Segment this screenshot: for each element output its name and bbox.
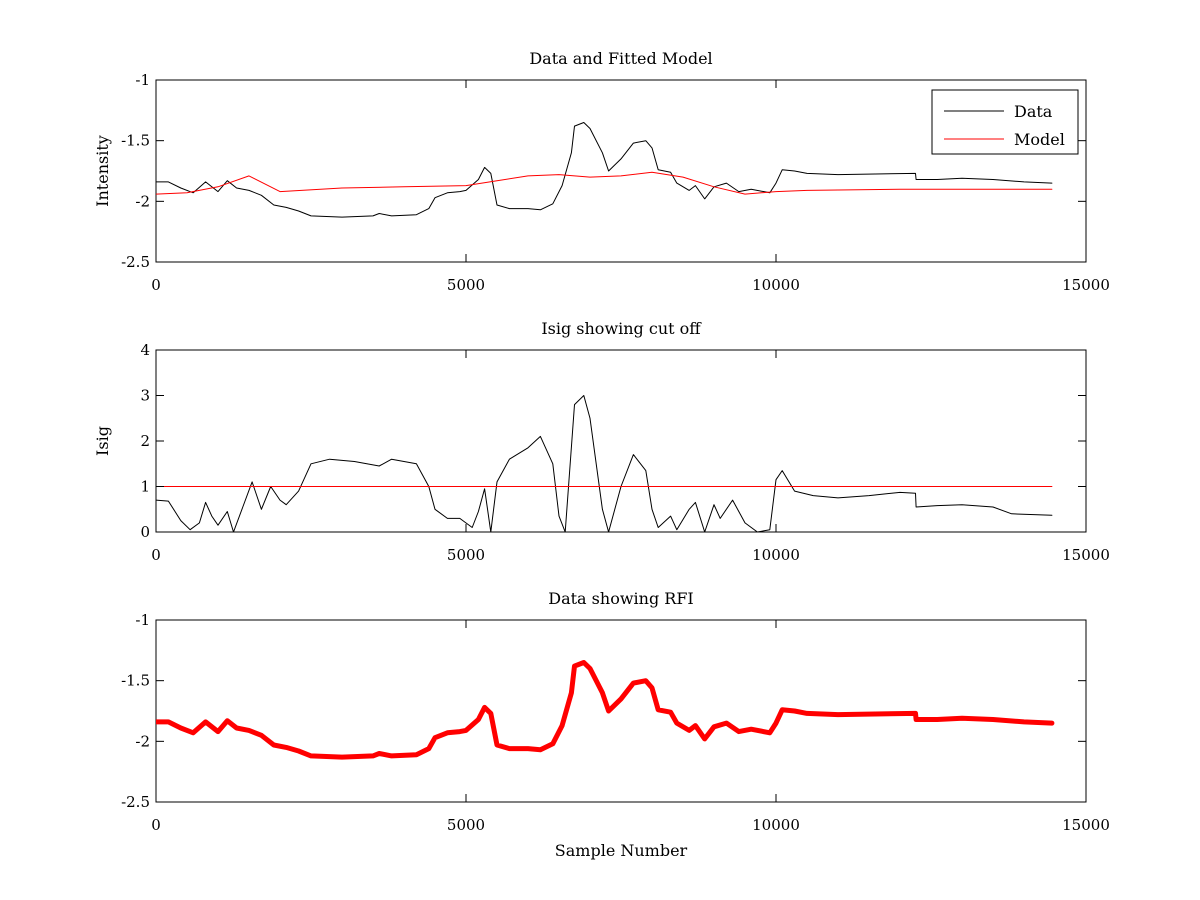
y-tick-label: 1 <box>140 478 150 496</box>
x-tick-label: 10000 <box>752 276 800 294</box>
y-tick-label: -2.5 <box>121 793 150 811</box>
y-tick-label: -1 <box>135 71 150 89</box>
y-tick-label: -2.5 <box>121 253 150 271</box>
y-axis-label: Isig <box>93 426 112 456</box>
x-tick-label: 0 <box>151 816 161 834</box>
y-tick-label: -1 <box>135 611 150 629</box>
x-tick-label: 5000 <box>447 276 485 294</box>
y-tick-label: -2 <box>135 192 150 210</box>
series-1-line <box>156 660 1055 760</box>
chart-title: Data and Fitted Model <box>529 49 712 68</box>
legend: Data Model <box>931 89 1079 155</box>
y-tick-label: 2 <box>140 432 150 450</box>
series-model-line <box>156 171 1053 195</box>
x-axis-label: Sample Number <box>555 841 688 860</box>
legend-box <box>931 89 1079 155</box>
chart-title: Data showing RFI <box>548 589 693 608</box>
x-tick-label: 0 <box>151 546 161 564</box>
y-axis-label: Intensity <box>93 135 112 207</box>
subplot-3: 0 5000 10000 15000 -2.5 -2 -1.5 -1 Data showing … <box>121 589 1110 860</box>
y-tick-label: 0 <box>140 523 150 541</box>
x-tick-label: 10000 <box>752 816 800 834</box>
axes-frame <box>155 619 1087 803</box>
series-data-line <box>156 122 1053 218</box>
x-tick-label: 0 <box>151 276 161 294</box>
x-tick-label: 15000 <box>1062 546 1110 564</box>
y-tick-label: -2 <box>135 732 150 750</box>
chart-title: Isig showing cut off <box>541 319 702 338</box>
subplot-1: 0 5000 10000 15000 -2.5 -2 -1.5 -1 Data and Fitt… <box>93 49 1110 294</box>
legend-label-model: Model <box>1014 130 1065 149</box>
x-tick-label: 15000 <box>1062 816 1110 834</box>
x-tick-label: 5000 <box>447 816 485 834</box>
axes-frame <box>155 79 1087 263</box>
y-tick-label: 3 <box>140 387 150 405</box>
series-1-line <box>156 395 1053 532</box>
subplot-2: 0 5000 10000 15000 0 1 2 3 4 Isig showing cut off… <box>93 319 1110 564</box>
y-tick-label: 4 <box>140 341 150 359</box>
y-tick-label: -1.5 <box>121 132 150 150</box>
x-tick-label: 10000 <box>752 546 800 564</box>
x-tick-label: 5000 <box>447 546 485 564</box>
y-tick-label: -1.5 <box>121 672 150 690</box>
legend-label-data: Data <box>1014 102 1053 121</box>
x-tick-label: 15000 <box>1062 276 1110 294</box>
